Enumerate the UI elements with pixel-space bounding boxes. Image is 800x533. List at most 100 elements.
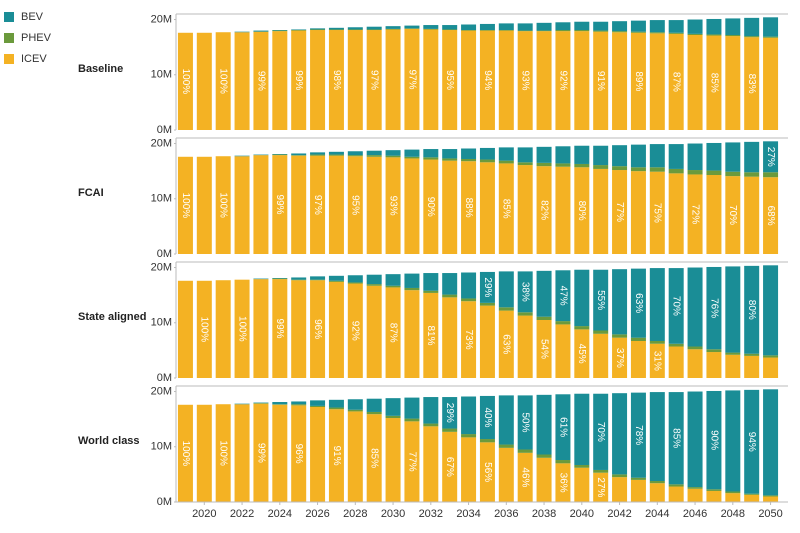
bar-segment bbox=[291, 155, 306, 156]
legend-label: ICEV bbox=[21, 53, 47, 65]
bar-segment bbox=[367, 284, 382, 286]
bar-segment bbox=[461, 159, 476, 161]
bar-segment bbox=[404, 398, 419, 419]
share-label: 70% bbox=[727, 205, 738, 225]
bar-segment bbox=[310, 280, 325, 281]
bar-segment bbox=[763, 172, 778, 177]
bar-segment bbox=[669, 173, 684, 254]
bar-segment bbox=[706, 143, 721, 171]
bar-segment bbox=[537, 458, 552, 502]
bar-segment bbox=[669, 344, 684, 347]
bar-segment bbox=[725, 353, 740, 355]
bar-segment bbox=[574, 31, 589, 130]
bar-segment bbox=[537, 271, 552, 317]
bar-segment bbox=[310, 406, 325, 407]
bar-segment bbox=[650, 392, 665, 481]
bar-segment bbox=[291, 280, 306, 378]
bar-segment bbox=[555, 163, 570, 166]
legend-swatch bbox=[4, 12, 14, 22]
bar-segment bbox=[499, 445, 514, 448]
bar-segment bbox=[744, 494, 759, 495]
bar-segment bbox=[499, 161, 514, 164]
bar-segment bbox=[197, 33, 212, 130]
bar-segment bbox=[537, 317, 552, 320]
share-label: 100% bbox=[218, 68, 229, 94]
share-label: 27% bbox=[765, 147, 776, 167]
y-tick-label: 20M bbox=[151, 13, 172, 25]
bar-segment bbox=[235, 32, 250, 130]
bar-segment bbox=[291, 280, 306, 281]
bar-segment bbox=[442, 158, 457, 160]
bar-segment bbox=[348, 410, 363, 412]
bar-segment bbox=[423, 157, 438, 159]
share-label: 75% bbox=[652, 203, 663, 223]
bar-segment bbox=[348, 155, 363, 156]
bar-segment bbox=[329, 29, 344, 30]
bar-segment bbox=[706, 489, 721, 491]
bar-segment bbox=[310, 152, 325, 154]
bar-segment bbox=[480, 160, 495, 163]
share-label: 54% bbox=[538, 339, 549, 359]
bar-segment bbox=[612, 166, 627, 170]
bar-segment bbox=[612, 269, 627, 334]
share-label: 97% bbox=[312, 195, 323, 215]
bar-segment bbox=[593, 334, 608, 378]
bar-segment bbox=[669, 144, 684, 169]
share-label: 77% bbox=[406, 452, 417, 472]
bar-segment bbox=[367, 27, 382, 30]
bar-segment bbox=[555, 460, 570, 463]
bar-segment bbox=[480, 148, 495, 160]
share-label: 100% bbox=[199, 317, 210, 343]
bar-segment bbox=[574, 164, 589, 167]
bar-segment bbox=[650, 341, 665, 344]
bar-segment bbox=[367, 275, 382, 284]
share-label: 63% bbox=[501, 334, 512, 354]
bar-segment bbox=[461, 396, 476, 434]
bar-segment bbox=[631, 338, 646, 341]
bar-segment bbox=[650, 167, 665, 171]
bar-segment bbox=[537, 454, 552, 457]
bar-segment bbox=[386, 398, 401, 416]
share-label: 100% bbox=[236, 316, 247, 342]
bar-segment bbox=[423, 291, 438, 293]
share-label: 61% bbox=[557, 417, 568, 437]
share-label: 67% bbox=[444, 457, 455, 477]
bar-segment bbox=[329, 152, 344, 155]
share-label: 88% bbox=[463, 198, 474, 218]
share-label: 70% bbox=[671, 296, 682, 316]
bar-segment bbox=[272, 30, 287, 31]
x-tick-label: 2028 bbox=[343, 508, 367, 520]
bar-segment bbox=[763, 495, 778, 496]
share-label: 73% bbox=[463, 330, 474, 350]
bar-segment bbox=[725, 493, 740, 502]
bar-segment bbox=[574, 465, 589, 468]
share-label: 82% bbox=[538, 200, 549, 220]
bar-segment bbox=[253, 31, 268, 32]
bar-segment bbox=[706, 34, 721, 35]
bar-segment bbox=[423, 397, 438, 424]
share-label: 92% bbox=[350, 321, 361, 341]
bar-segment bbox=[725, 355, 740, 378]
share-label: 50% bbox=[520, 412, 531, 432]
share-label: 56% bbox=[482, 462, 493, 482]
bar-segment bbox=[688, 20, 703, 34]
bar-segment bbox=[650, 32, 665, 33]
bar-segment bbox=[499, 307, 514, 310]
bar-segment bbox=[574, 22, 589, 30]
share-label: 93% bbox=[387, 196, 398, 216]
bar-segment bbox=[499, 30, 514, 31]
bar-segment bbox=[744, 142, 759, 172]
share-label: 29% bbox=[482, 277, 493, 297]
x-tick-label: 2046 bbox=[683, 508, 707, 520]
bar-segment bbox=[725, 492, 740, 494]
bar-segment bbox=[725, 142, 740, 171]
bar-segment bbox=[669, 20, 684, 33]
x-tick-label: 2034 bbox=[456, 508, 480, 520]
bar-segment bbox=[461, 148, 476, 158]
bar-segment bbox=[480, 24, 495, 30]
y-tick-label: 20M bbox=[151, 261, 172, 273]
bar-segment bbox=[442, 297, 457, 378]
bar-segment bbox=[725, 35, 740, 36]
bar-segment bbox=[423, 25, 438, 29]
bar-segment bbox=[310, 30, 325, 130]
